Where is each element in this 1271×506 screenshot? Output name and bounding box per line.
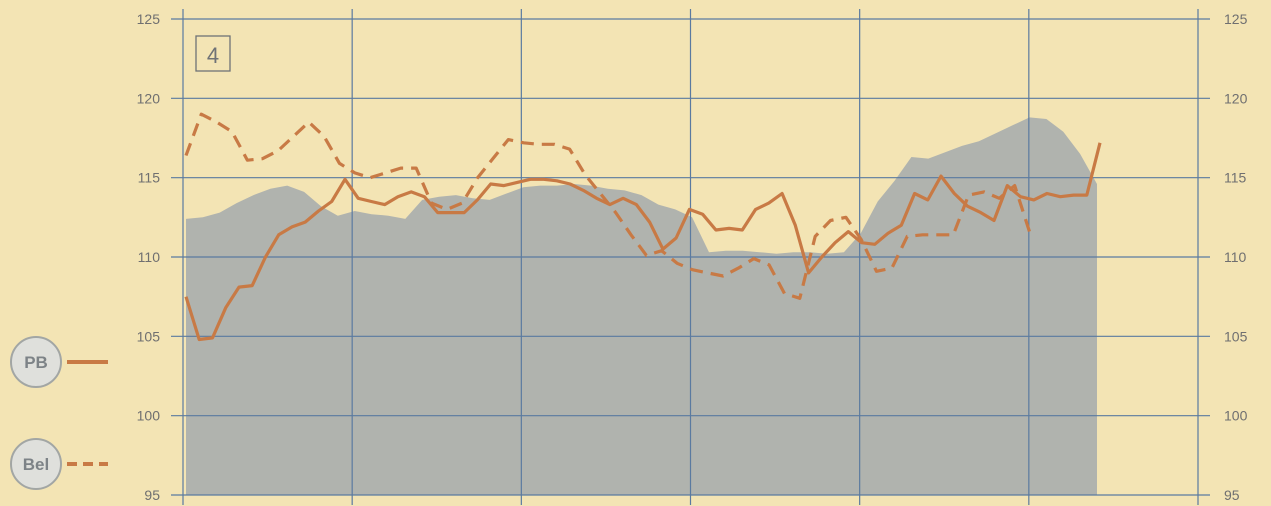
y-tick-label-left: 120 — [137, 90, 161, 106]
y-tick-label-right: 100 — [1224, 408, 1248, 424]
y-tick-label-right: 105 — [1224, 328, 1248, 344]
y-tick-label-right: 125 — [1224, 11, 1248, 27]
shaded-area-layer — [186, 117, 1097, 496]
series-line-layer — [184, 112, 1102, 342]
legend-label-bel: Bel — [23, 455, 49, 474]
legend-item-pb: PB — [10, 336, 108, 388]
series-line-pb — [184, 142, 1102, 342]
y-tick-label-left: 110 — [138, 249, 161, 265]
y-tick-label-right: 110 — [1224, 249, 1247, 265]
y-tick-label-left: 125 — [137, 11, 161, 27]
legend-label-pb: PB — [24, 353, 48, 372]
legend-badge-pb — [10, 336, 62, 388]
legend-badge-bel — [10, 438, 62, 490]
y-tick-label-right: 95 — [1224, 487, 1240, 503]
y-tick-label-right: 120 — [1224, 90, 1248, 106]
y-tick-label-left: 105 — [137, 328, 161, 344]
y-tick-label-left: 115 — [138, 170, 161, 186]
legend: PB Bel — [10, 336, 108, 490]
panel-label-box: 4 — [195, 35, 231, 72]
y-tick-label-left: 95 — [144, 487, 160, 503]
y-tick-label-left: 100 — [137, 408, 161, 424]
legend-item-bel: Bel — [10, 438, 108, 490]
tick-label-layer: 95 95 100 100 105 105 110 110 115 115 120 120 125 125 — [137, 11, 1248, 503]
grid-layer — [171, 9, 1210, 505]
panel-label: 4 — [207, 43, 219, 68]
series-line-bel — [184, 112, 1032, 300]
shaded-area-series — [186, 117, 1097, 496]
y-tick-label-right: 115 — [1224, 170, 1247, 186]
